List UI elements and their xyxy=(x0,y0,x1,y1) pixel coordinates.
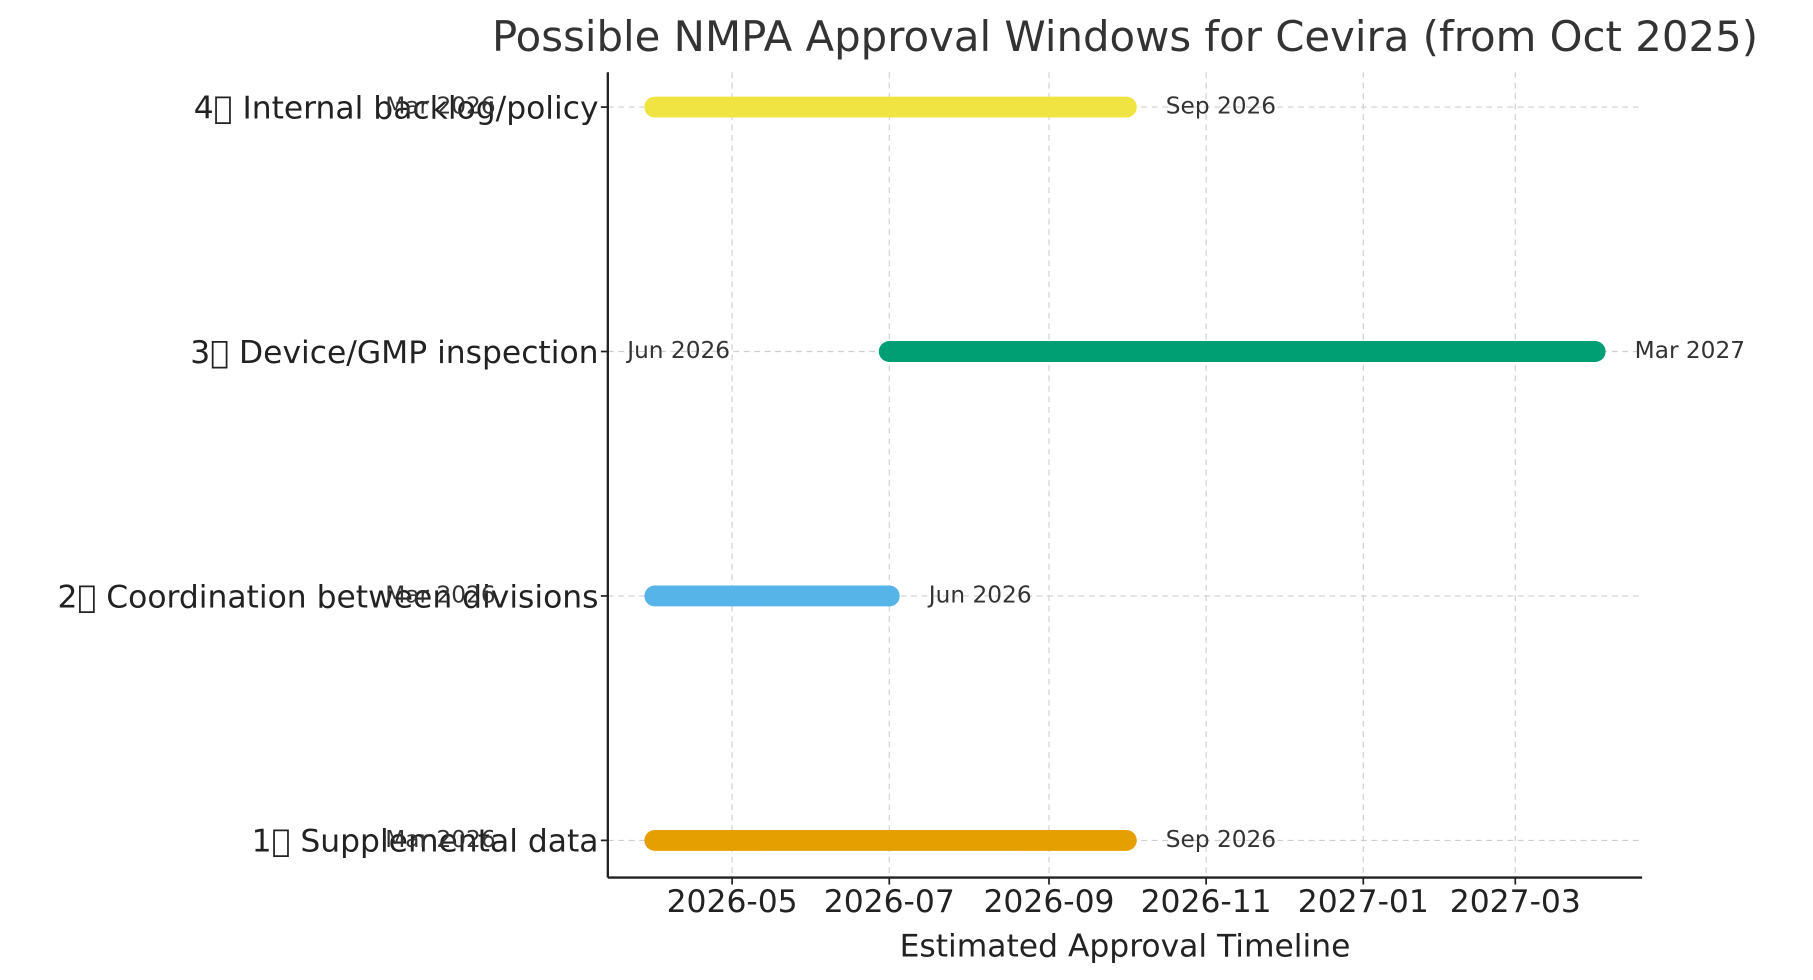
start-annotation: Mar 2026 xyxy=(385,826,495,853)
end-annotation: Sep 2026 xyxy=(1166,826,1276,853)
start-annotation: Mar 2026 xyxy=(385,93,495,120)
start-annotation: Jun 2026 xyxy=(625,337,730,364)
end-annotation: Sep 2026 xyxy=(1166,93,1276,120)
y-tick-label: 4⃣ Internal backlog/policy xyxy=(194,90,599,126)
chart-title: Possible NMPA Approval Windows for Cevir… xyxy=(492,12,1758,61)
x-tick-label: 2026-09 xyxy=(983,884,1114,920)
x-tick-label: 2027-03 xyxy=(1450,884,1581,920)
start-annotation: Mar 2026 xyxy=(385,581,495,608)
x-axis-label: Estimated Approval Timeline xyxy=(900,928,1351,964)
x-tick-label: 2026-11 xyxy=(1141,884,1272,920)
y-tick-label: 2⃣ Coordination between divisions xyxy=(58,579,599,615)
y-tick-label: 1⃣ Supplemental data xyxy=(252,824,599,860)
x-tick-label: 2026-05 xyxy=(667,884,798,920)
x-tick-label: 2026-07 xyxy=(824,884,955,920)
end-annotation: Mar 2027 xyxy=(1635,337,1745,364)
y-tick-label: 3⃣ Device/GMP inspection xyxy=(190,335,598,371)
end-annotation: Jun 2026 xyxy=(927,581,1032,608)
x-tick-label: 2027-01 xyxy=(1298,884,1429,920)
